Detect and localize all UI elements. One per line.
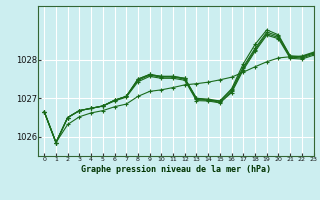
X-axis label: Graphe pression niveau de la mer (hPa): Graphe pression niveau de la mer (hPa) — [81, 165, 271, 174]
